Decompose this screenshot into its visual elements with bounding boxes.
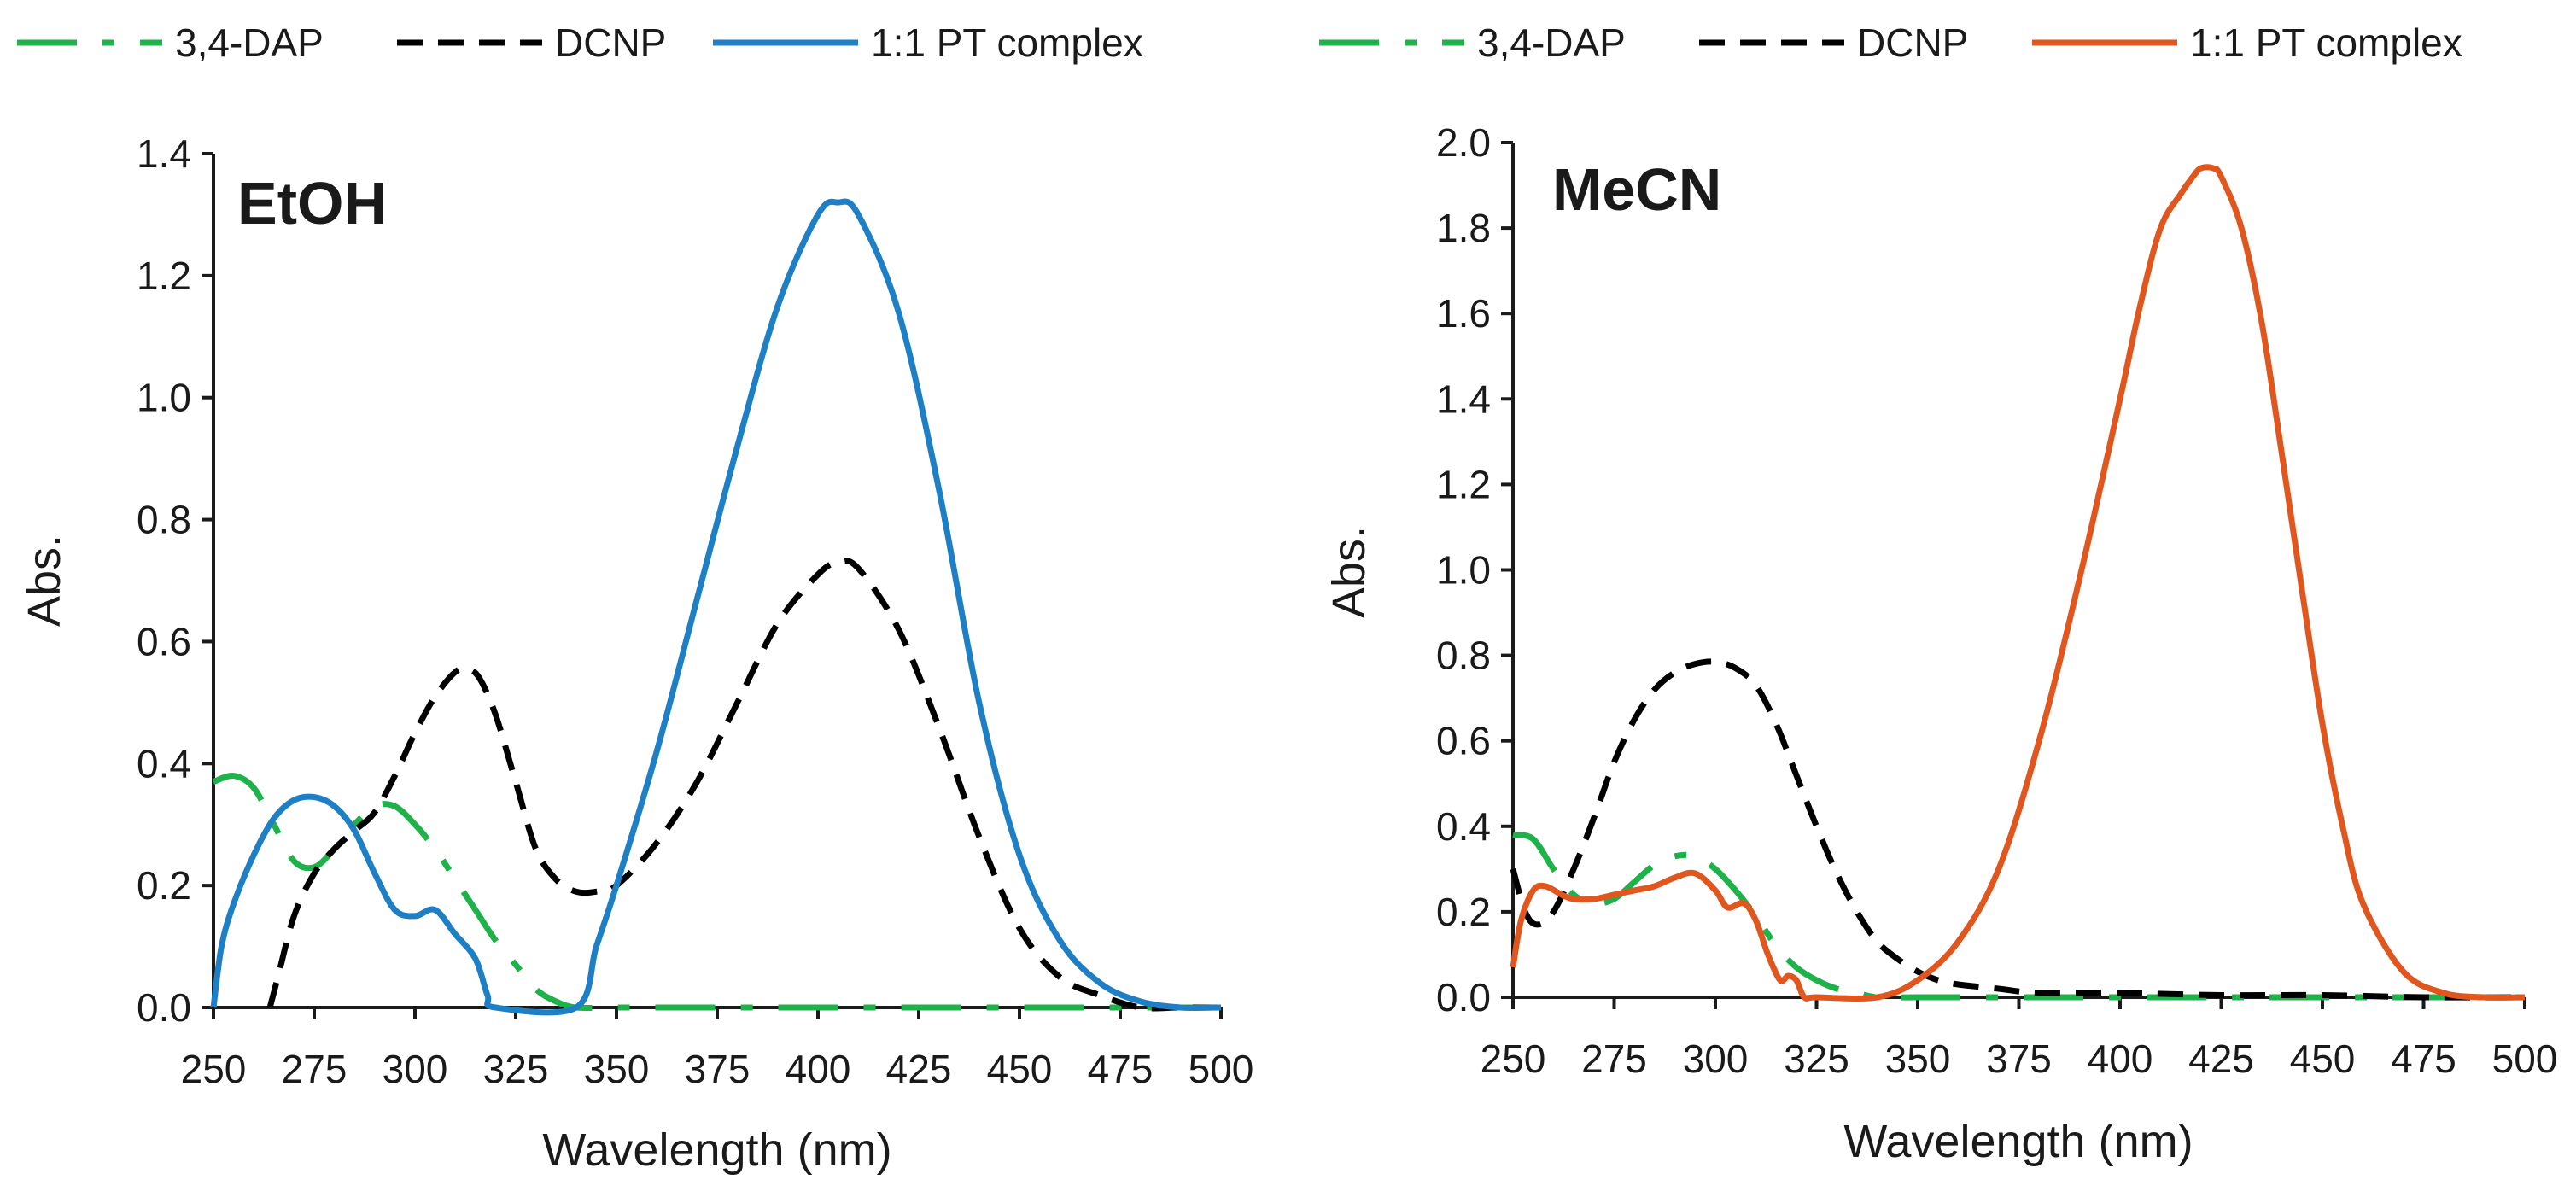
y-axis-title-etoh: Abs. [19, 534, 70, 627]
y-tick-label-etoh: 1.4 [137, 131, 191, 176]
legend-label-complex-mecn: 1:1 PT complex [2190, 20, 2462, 65]
y-tick-label-mecn: 1.0 [1436, 548, 1491, 593]
y-tick-label-mecn: 2.0 [1436, 120, 1491, 165]
y-tick-label-mecn: 1.4 [1436, 377, 1491, 421]
legend-mecn: 3,4-DAP DCNP 1:1 PT complex [1319, 20, 2462, 65]
x-tick-label-mecn: 350 [1885, 1037, 1951, 1081]
x-tick-label-mecn: 375 [1986, 1037, 2052, 1081]
x-tick-label-mecn: 250 [1481, 1037, 1546, 1081]
x-ticks-etoh: 250 275 300 325 350 375 400 425 450 475 500 [181, 1007, 1254, 1091]
x-tick-label-etoh: 325 [483, 1047, 549, 1091]
series-line-dcnp-etoh [266, 558, 1221, 1012]
y-tick-label-mecn: 0.0 [1436, 975, 1491, 1019]
x-tick-label-etoh: 375 [685, 1047, 751, 1091]
chart-mecn: 3,4-DAP DCNP 1:1 PT complex 0.0 0.2 0.4 0.6… [1319, 20, 2557, 1167]
legend-label-dcnp-mecn: DCNP [1857, 20, 1968, 65]
x-tick-label-mecn: 450 [2290, 1037, 2356, 1081]
x-tick-label-mecn: 500 [2492, 1037, 2558, 1081]
series-line-dcnp-mecn [1510, 658, 2526, 1001]
x-tick-label-etoh: 275 [282, 1047, 348, 1091]
chart-etoh: 3,4-DAP DCNP 1:1 PT complex 0.0 0.2 0.4 0.6… [17, 20, 1253, 1176]
legend-item-3-4-dap-mecn: 3,4-DAP [1319, 20, 1626, 65]
y-tick-label-mecn: 0.6 [1436, 719, 1491, 763]
y-ticks-etoh: 0.0 0.2 0.4 0.6 0.8 1.0 1.2 1.4 [137, 131, 213, 1030]
y-tick-label-mecn: 1.8 [1436, 206, 1491, 250]
y-tick-label-mecn: 0.8 [1436, 634, 1491, 678]
y-tick-label-mecn: 0.4 [1436, 804, 1491, 849]
legend-item-complex-etoh: 1:1 PT complex [713, 20, 1143, 65]
y-tick-label-mecn: 0.2 [1436, 890, 1491, 934]
x-tick-label-etoh: 450 [987, 1047, 1053, 1091]
y-tick-label-etoh: 0.2 [137, 863, 191, 908]
x-tick-label-mecn: 400 [2088, 1037, 2153, 1081]
x-tick-label-mecn: 475 [2391, 1037, 2456, 1081]
y-tick-label-etoh: 1.2 [137, 254, 191, 298]
x-tick-label-etoh: 475 [1088, 1047, 1154, 1091]
y-tick-label-mecn: 1.2 [1436, 462, 1491, 506]
y-tick-label-etoh: 0.6 [137, 619, 191, 663]
y-tick-label-etoh: 0.0 [137, 985, 191, 1030]
y-tick-label-mecn: 1.6 [1436, 291, 1491, 336]
solvent-label-mecn: MeCN [1552, 156, 1721, 223]
y-tick-label-etoh: 0.4 [137, 741, 191, 785]
legend-label-3-4-dap-mecn: 3,4-DAP [1477, 20, 1626, 65]
legend-item-3-4-dap-etoh: 3,4-DAP [17, 20, 324, 65]
y-ticks-mecn: 0.0 0.2 0.4 0.6 0.8 1.0 1.2 1.4 1.6 1.8 2.0 [1436, 120, 1513, 1019]
x-tick-label-mecn: 275 [1581, 1037, 1647, 1081]
x-tick-label-mecn: 425 [2188, 1037, 2254, 1081]
x-tick-label-etoh: 300 [383, 1047, 448, 1091]
series-line-complex-etoh [210, 198, 1222, 1016]
x-tick-label-etoh: 400 [786, 1047, 851, 1091]
x-axis-title-etoh: Wavelength (nm) [542, 1124, 891, 1176]
solvent-label-etoh: EtOH [237, 170, 387, 237]
legend-item-complex-mecn: 1:1 PT complex [2032, 20, 2462, 65]
x-axis-title-mecn: Wavelength (nm) [1843, 1116, 2193, 1167]
x-ticks-mecn: 250 275 300 325 350 375 400 425 450 475 500 [1481, 997, 2558, 1081]
legend-item-dcnp-mecn: DCNP [1699, 20, 1968, 65]
x-tick-label-etoh: 250 [181, 1047, 247, 1091]
x-tick-label-mecn: 300 [1683, 1037, 1749, 1081]
y-axis-title-mecn: Abs. [1323, 526, 1375, 618]
legend-label-complex-etoh: 1:1 PT complex [871, 20, 1143, 65]
x-tick-label-etoh: 500 [1189, 1047, 1254, 1091]
legend-label-3-4-dap-etoh: 3,4-DAP [175, 20, 324, 65]
x-tick-label-etoh: 425 [886, 1047, 952, 1091]
legend-label-dcnp-etoh: DCNP [555, 20, 666, 65]
series-line-3-4-dap-etoh [212, 773, 1221, 1012]
legend-etoh: 3,4-DAP DCNP 1:1 PT complex [17, 20, 1143, 65]
y-tick-label-etoh: 0.8 [137, 498, 191, 542]
x-tick-label-mecn: 325 [1784, 1037, 1849, 1081]
series-line-3-4-dap-mecn [1512, 832, 2525, 1001]
series-line-complex-mecn [1510, 164, 2526, 1002]
y-tick-label-etoh: 1.0 [137, 376, 191, 420]
legend-item-dcnp-etoh: DCNP [397, 20, 666, 65]
x-tick-label-etoh: 350 [584, 1047, 650, 1091]
